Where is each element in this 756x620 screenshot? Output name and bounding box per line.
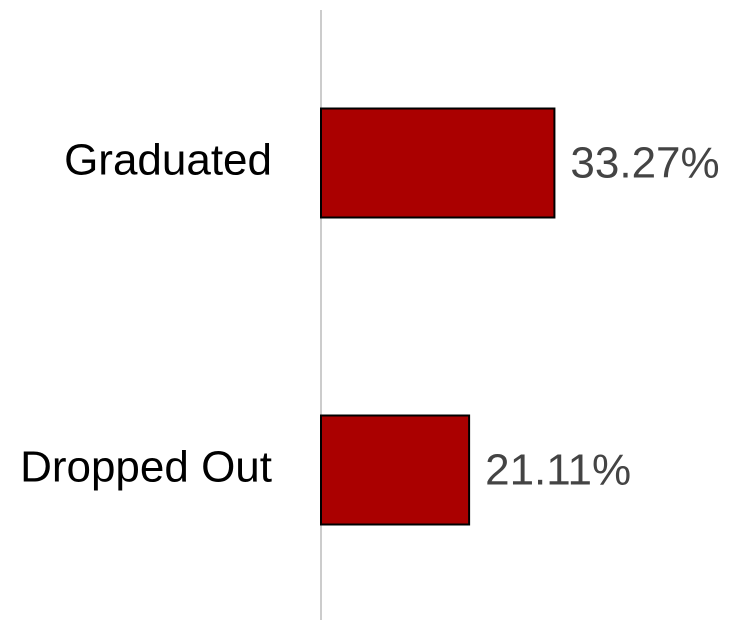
value-label: 21.11% bbox=[485, 446, 631, 495]
value-label: 33.27% bbox=[570, 139, 719, 188]
bar bbox=[320, 414, 471, 526]
category-label: Graduated bbox=[64, 136, 272, 185]
bar bbox=[320, 107, 556, 219]
category-label: Dropped Out bbox=[20, 443, 272, 492]
